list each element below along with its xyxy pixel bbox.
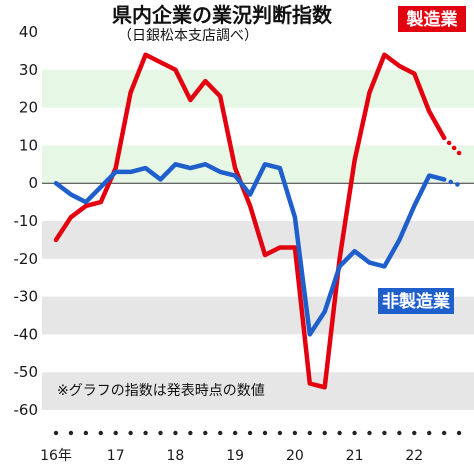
y-tick-label: 10 — [19, 136, 38, 154]
background-bands — [42, 69, 474, 410]
legend-non-manufacturing: 非製造業 — [378, 288, 454, 314]
quarter-dot — [173, 430, 178, 436]
legend-non-manufacturing-label: 非製造業 — [382, 291, 450, 312]
x-tick-label: 21 — [346, 448, 364, 464]
quarter-dot — [83, 430, 89, 436]
y-tick-label: -60 — [14, 401, 39, 419]
y-tick-label: -20 — [14, 250, 39, 268]
quarter-dot — [367, 430, 372, 436]
series-line-manufacturing — [53, 52, 447, 390]
quarter-dot — [352, 430, 357, 436]
chart-note: ※グラフの指数は発表時点の数値 — [57, 383, 265, 399]
y-tick-label: 20 — [19, 99, 38, 117]
chart-title: 県内企業の業況判断指数 — [112, 3, 333, 27]
chart-subtitle: （日銀松本支店調べ） — [118, 28, 258, 44]
x-tick-label: 18 — [167, 448, 185, 464]
y-tick-label: 0 — [28, 174, 38, 192]
y-tick-label: -10 — [14, 212, 39, 230]
quarter-dot — [292, 430, 298, 436]
quarter-dot — [262, 430, 268, 436]
legend-manufacturing-label: 製造業 — [406, 9, 458, 30]
y-tick-label: -30 — [14, 288, 39, 306]
y-tick-label: -50 — [14, 363, 39, 381]
quarter-dot — [307, 430, 312, 436]
quarter-dot — [441, 430, 447, 436]
quarter-dot — [277, 430, 283, 436]
x-tick-label: 20 — [286, 448, 304, 464]
series-forecast-non-manufacturing — [441, 177, 462, 188]
legend-manufacturing: 製造業 — [398, 6, 466, 32]
quarter-dot — [412, 430, 417, 436]
quarter-dot — [128, 430, 133, 436]
legend-non-manufacturing-swatch — [378, 288, 454, 314]
x-tick-label: 19 — [226, 448, 244, 464]
quarter-dot — [218, 430, 223, 436]
quarter-dot — [98, 430, 103, 436]
quarter-dot — [158, 430, 163, 436]
quarter-dot — [113, 430, 118, 436]
series-line-non-manufacturing — [53, 162, 447, 337]
quarter-dot — [382, 430, 387, 436]
quarter-dot — [456, 430, 462, 436]
quarter-dot — [203, 430, 208, 436]
quarter-dot — [397, 430, 402, 436]
quarter-dot — [68, 430, 74, 436]
band — [42, 372, 474, 410]
legend-manufacturing-swatch — [398, 6, 466, 32]
quarter-dot — [53, 430, 59, 436]
x-tick-label: 16年 — [40, 448, 72, 464]
quarter-dot — [247, 430, 253, 436]
quarter-dot — [337, 430, 342, 436]
y-tick-label: 30 — [19, 61, 38, 79]
quarter-dot — [322, 430, 327, 436]
x-tick-label: 17 — [107, 448, 125, 464]
series-layer — [53, 52, 462, 390]
quarter-dot — [188, 430, 193, 436]
y-tick-label: 40 — [19, 23, 38, 41]
x-axis: 16年 17 18 19 20 21 22 — [40, 430, 462, 464]
quarter-dot — [143, 430, 148, 436]
y-tick-label: -40 — [14, 325, 39, 343]
quarter-dot — [427, 430, 432, 436]
y-axis-ticks: 40 30 20 10 0 -10 -20 -30 -40 -50 -60 — [14, 23, 39, 419]
band — [42, 69, 474, 108]
x-tick-label: 22 — [405, 448, 423, 464]
quarter-dot — [232, 430, 238, 436]
